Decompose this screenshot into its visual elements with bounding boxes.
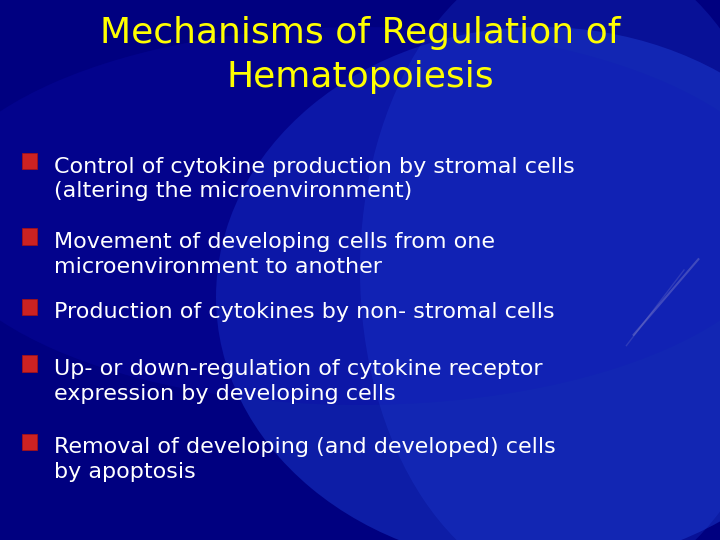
FancyBboxPatch shape — [22, 299, 37, 315]
Ellipse shape — [360, 0, 720, 540]
Text: Control of cytokine production by stromal cells
(altering the microenvironment): Control of cytokine production by stroma… — [54, 157, 575, 201]
Text: Up- or down-regulation of cytokine receptor
expression by developing cells: Up- or down-regulation of cytokine recep… — [54, 359, 543, 404]
Text: Removal of developing (and developed) cells
by apoptosis: Removal of developing (and developed) ce… — [54, 437, 556, 482]
FancyBboxPatch shape — [22, 153, 37, 169]
FancyBboxPatch shape — [22, 228, 37, 245]
Text: Mechanisms of Regulation of
Hematopoiesis: Mechanisms of Regulation of Hematopoiesi… — [100, 16, 620, 93]
Ellipse shape — [216, 27, 720, 540]
Ellipse shape — [0, 27, 720, 405]
Text: Production of cytokines by non- stromal cells: Production of cytokines by non- stromal … — [54, 302, 554, 322]
FancyBboxPatch shape — [22, 355, 37, 372]
FancyBboxPatch shape — [22, 434, 37, 450]
Text: Movement of developing cells from one
microenvironment to another: Movement of developing cells from one mi… — [54, 232, 495, 277]
